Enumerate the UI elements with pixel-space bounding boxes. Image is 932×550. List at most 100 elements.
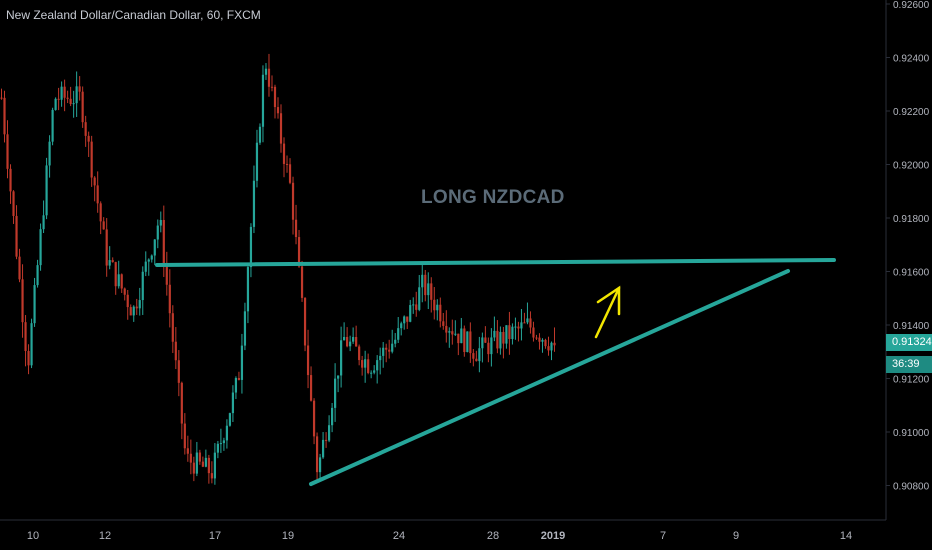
candle-body bbox=[9, 168, 12, 192]
candle-body bbox=[75, 86, 78, 104]
candle-body bbox=[355, 337, 358, 347]
candle-body bbox=[240, 345, 244, 380]
candle-body bbox=[430, 283, 433, 300]
candle-body bbox=[439, 304, 442, 322]
candle-body bbox=[496, 330, 499, 349]
candle-body bbox=[433, 299, 436, 311]
candle-body bbox=[367, 359, 370, 373]
candle-body bbox=[321, 439, 325, 458]
candle-body bbox=[481, 337, 484, 349]
time-tick-label: 7 bbox=[660, 530, 666, 542]
candle-body bbox=[466, 331, 469, 353]
candle-body bbox=[412, 304, 415, 306]
candle-body bbox=[532, 327, 535, 338]
candle-body bbox=[445, 325, 448, 333]
candle-body bbox=[123, 288, 126, 295]
last-price-badge: 0.91324 bbox=[886, 334, 932, 351]
candle-body bbox=[177, 360, 180, 383]
candle-body bbox=[144, 261, 147, 272]
candle-body bbox=[141, 271, 144, 301]
candle-body bbox=[51, 109, 54, 142]
candle-body bbox=[409, 305, 412, 322]
candle-body bbox=[490, 337, 493, 355]
candle-body bbox=[30, 323, 33, 366]
candle-body bbox=[96, 185, 99, 204]
candle-body bbox=[273, 86, 277, 108]
candle-body bbox=[535, 337, 538, 339]
candle-body bbox=[544, 339, 547, 347]
candle-body bbox=[171, 313, 174, 342]
arrow-up-icon bbox=[594, 285, 621, 339]
price-tick-label: 0.92400 bbox=[893, 54, 930, 65]
candle-body bbox=[36, 265, 39, 286]
candle-body bbox=[499, 331, 502, 349]
candle-body bbox=[27, 350, 30, 366]
candle-body bbox=[66, 97, 69, 99]
candle-body bbox=[207, 457, 210, 474]
candle-body bbox=[162, 219, 165, 267]
candle-body bbox=[291, 182, 295, 220]
candle-body bbox=[126, 294, 129, 308]
candle-body bbox=[54, 98, 57, 110]
candle-body bbox=[99, 203, 102, 222]
candle-body bbox=[108, 260, 111, 266]
candle-body bbox=[460, 328, 463, 344]
candle-body bbox=[553, 342, 556, 346]
candle-body bbox=[156, 225, 159, 240]
candle-body bbox=[421, 274, 424, 288]
candle-body bbox=[346, 336, 349, 347]
price-tick-label: 0.92000 bbox=[893, 161, 930, 172]
candle-body bbox=[111, 260, 114, 263]
candle-body bbox=[514, 326, 517, 328]
candle-body bbox=[186, 448, 189, 454]
candle-body bbox=[520, 322, 523, 329]
candle-body bbox=[391, 343, 394, 352]
candle-body bbox=[84, 122, 87, 136]
candle-body bbox=[457, 333, 460, 344]
candle-body bbox=[192, 462, 195, 474]
candle-body bbox=[93, 177, 96, 186]
candle-body bbox=[400, 323, 403, 329]
price-tick-label: 0.91400 bbox=[893, 321, 930, 332]
candle-body bbox=[147, 259, 150, 262]
resistance-line[interactable] bbox=[155, 258, 836, 267]
time-axis[interactable]: 10 12 17 19 24 28 2019 7 9 14 bbox=[27, 530, 852, 542]
support-trendline[interactable] bbox=[309, 269, 790, 486]
candle-body bbox=[78, 86, 81, 92]
candle-body bbox=[60, 86, 63, 100]
candle-body bbox=[267, 68, 271, 87]
candle-body bbox=[309, 375, 313, 401]
candle-body bbox=[502, 331, 505, 344]
candle-body bbox=[418, 287, 421, 310]
candle-body bbox=[361, 360, 364, 368]
candle-body bbox=[487, 342, 490, 355]
price-axis[interactable]: 0.92600 0.92400 0.92200 0.92000 0.91800 0.916… bbox=[886, 0, 930, 493]
candle-body bbox=[424, 274, 427, 296]
candle-body bbox=[135, 306, 138, 309]
time-tick-label: 9 bbox=[733, 530, 739, 542]
candles-layer bbox=[0, 53, 556, 485]
annotation-text: LONG NZDCAD bbox=[421, 187, 565, 208]
candle-body bbox=[3, 97, 6, 135]
candle-body bbox=[228, 413, 232, 426]
candle-body bbox=[442, 321, 445, 326]
candle-body bbox=[538, 337, 541, 342]
candle-body bbox=[153, 239, 156, 256]
time-tick-label: 2019 bbox=[541, 530, 565, 542]
candle-body bbox=[264, 68, 268, 75]
candle-body bbox=[120, 274, 123, 289]
candle-body bbox=[87, 135, 90, 142]
candle-body bbox=[243, 311, 247, 346]
candle-body bbox=[427, 283, 430, 296]
candle-body bbox=[306, 345, 310, 376]
candle-body bbox=[201, 461, 204, 467]
candle-body bbox=[337, 375, 340, 379]
candle-body bbox=[340, 340, 343, 376]
candle-body bbox=[81, 91, 84, 123]
candle-body bbox=[327, 425, 331, 441]
candle-body bbox=[246, 267, 250, 312]
candle-body bbox=[334, 378, 337, 408]
candle-body bbox=[436, 304, 439, 311]
